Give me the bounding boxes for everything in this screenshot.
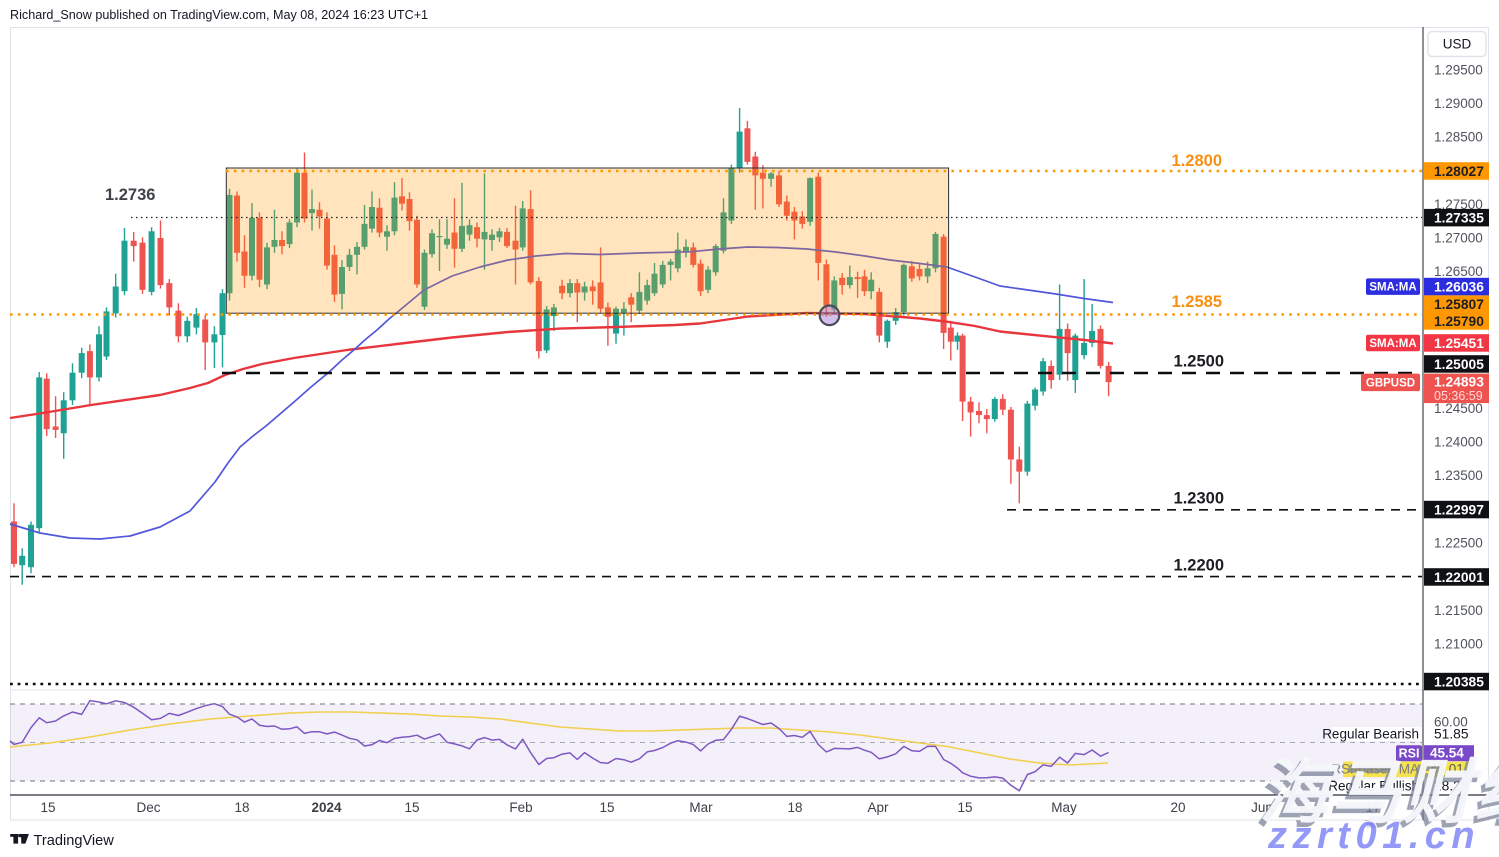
svg-text:USD: USD	[1443, 37, 1472, 52]
svg-text:Regular Bearish: Regular Bearish	[1322, 727, 1419, 742]
svg-text:1.25790: 1.25790	[1434, 314, 1484, 329]
svg-text:51.85: 51.85	[1434, 727, 1469, 742]
svg-text:1.24893: 1.24893	[1434, 375, 1484, 390]
svg-text:zzrt01.cn: zzrt01.cn	[1267, 815, 1480, 857]
svg-text:05:36:59: 05:36:59	[1434, 389, 1483, 403]
svg-text:1.2300: 1.2300	[1174, 490, 1224, 508]
svg-text:15: 15	[40, 800, 55, 815]
svg-text:17: 17	[1365, 800, 1380, 815]
svg-text:1.27000: 1.27000	[1434, 230, 1483, 245]
svg-text:海马财经: 海马财经	[1259, 754, 1499, 832]
svg-text:1.22500: 1.22500	[1434, 536, 1483, 551]
svg-text:1.25005: 1.25005	[1434, 357, 1484, 372]
svg-text:1.28500: 1.28500	[1434, 130, 1483, 145]
svg-text:1.26036: 1.26036	[1434, 279, 1484, 294]
svg-text:Regular Bullish: Regular Bullish	[1328, 779, 1419, 794]
svg-text:1.26500: 1.26500	[1434, 264, 1483, 279]
svg-text:1.28027: 1.28027	[1434, 164, 1484, 179]
svg-text:Dec: Dec	[136, 800, 160, 815]
svg-text:1.2585: 1.2585	[1172, 293, 1222, 311]
svg-text:1.25807: 1.25807	[1434, 297, 1484, 312]
svg-text:Jun: Jun	[1251, 800, 1273, 815]
svg-text:SMA:MA: SMA:MA	[1369, 281, 1416, 293]
svg-text:20: 20	[1170, 800, 1185, 815]
svg-text:1.21000: 1.21000	[1434, 636, 1483, 651]
svg-text:1.24000: 1.24000	[1434, 434, 1483, 449]
svg-text:15: 15	[957, 800, 972, 815]
svg-text:GBPUSD: GBPUSD	[1366, 377, 1415, 389]
svg-text:1.29000: 1.29000	[1434, 96, 1483, 111]
svg-text:RSI-based MA: RSI-based MA	[1331, 762, 1419, 777]
svg-text:60.00: 60.00	[1434, 715, 1468, 730]
svg-text:15: 15	[404, 800, 419, 815]
svg-text:1.23500: 1.23500	[1434, 468, 1483, 483]
svg-text:Richard_Snow published on Trad: Richard_Snow published on TradingView.co…	[10, 8, 428, 22]
svg-text:TradingView: TradingView	[34, 833, 115, 849]
svg-text:45.01: 45.01	[1430, 762, 1464, 777]
svg-text:RSI: RSI	[1399, 746, 1420, 760]
svg-text:海马财经: 海马财经	[1255, 758, 1499, 836]
svg-text:Feb: Feb	[509, 800, 532, 815]
svg-text:May: May	[1051, 800, 1077, 815]
svg-text:1.2736: 1.2736	[105, 186, 155, 204]
svg-text:1.2200: 1.2200	[1174, 557, 1224, 575]
svg-text:1.25451: 1.25451	[1434, 336, 1484, 351]
svg-text:15: 15	[599, 800, 614, 815]
svg-text:1.20385: 1.20385	[1434, 674, 1484, 689]
svg-text:1.27500: 1.27500	[1434, 197, 1483, 212]
svg-text:SMA:MA: SMA:MA	[1369, 338, 1416, 350]
svg-text:1.29500: 1.29500	[1434, 63, 1483, 78]
svg-text:18: 18	[234, 800, 249, 815]
svg-text:1.22001: 1.22001	[1434, 570, 1484, 585]
svg-text:45.54: 45.54	[1430, 746, 1464, 761]
svg-text:1.2800: 1.2800	[1172, 152, 1222, 170]
svg-text:Apr: Apr	[867, 800, 889, 815]
svg-text:1.2500: 1.2500	[1174, 353, 1224, 371]
svg-text:1.21500: 1.21500	[1434, 603, 1483, 618]
svg-text:1.22997: 1.22997	[1434, 502, 1484, 517]
svg-text:2024: 2024	[311, 800, 342, 815]
svg-text:1.27335: 1.27335	[1434, 211, 1484, 226]
svg-text:Mar: Mar	[689, 800, 713, 815]
svg-text:18: 18	[787, 800, 802, 815]
svg-text:28.29: 28.29	[1434, 779, 1469, 794]
svg-text:1.24500: 1.24500	[1434, 401, 1483, 416]
